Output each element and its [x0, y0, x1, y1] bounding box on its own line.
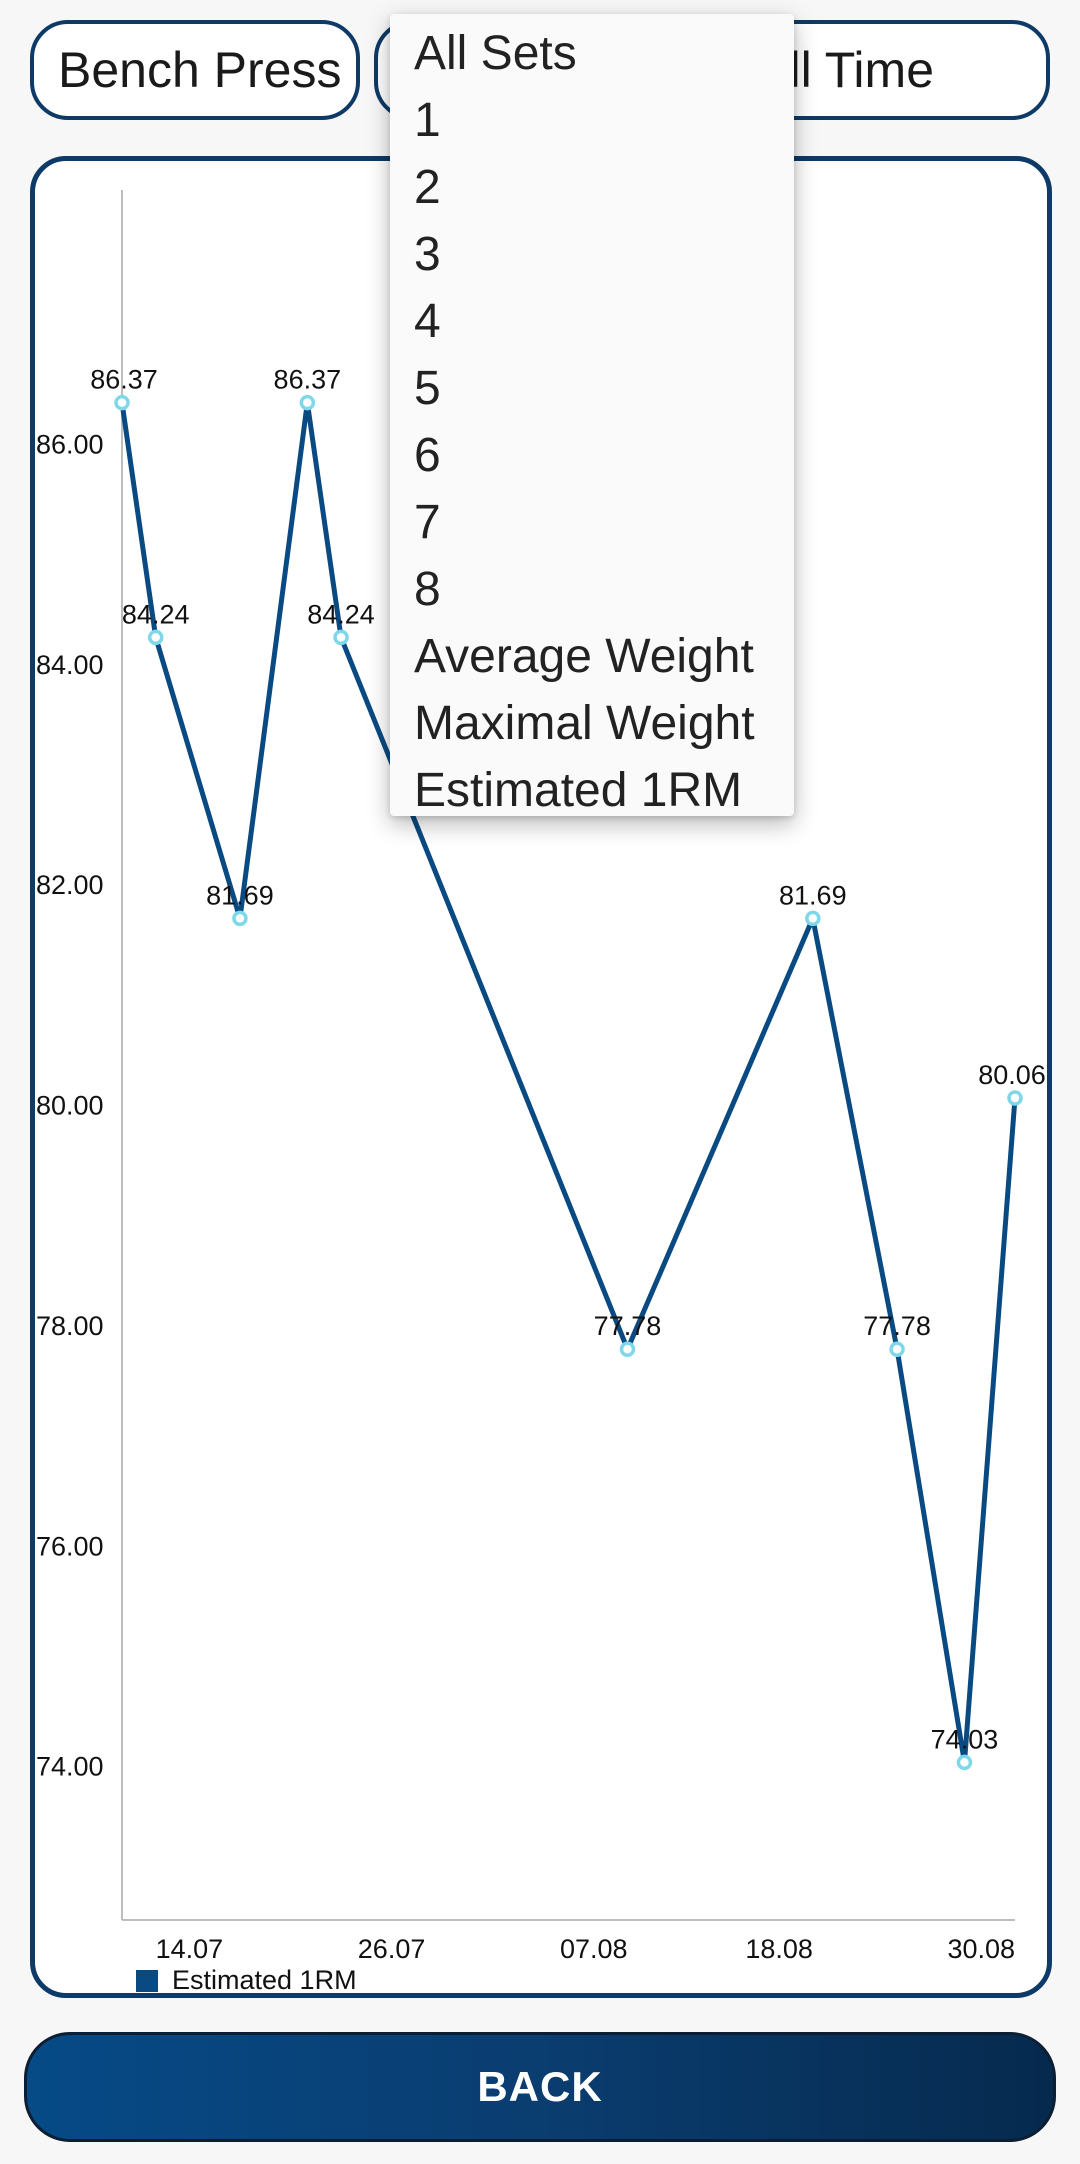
dropdown-option[interactable]: 5 — [414, 362, 441, 415]
x-axis-ticks: 14.07 26.07 07.08 18.08 30.08 — [156, 1934, 1015, 1964]
y-tick-label: 76.00 — [36, 1531, 104, 1561]
line-chart: 74.00 76.00 78.00 80.00 82.00 84.00 86.00 14.0… — [36, 190, 1046, 1964]
dropdown-option[interactable]: All Sets — [414, 27, 577, 80]
data-point — [147, 629, 164, 646]
x-tick-label: 07.08 — [560, 1934, 628, 1964]
data-label: 86.37 — [274, 365, 342, 395]
y-tick-label: 86.00 — [36, 429, 104, 459]
back-button[interactable]: BACK — [24, 2032, 1056, 2142]
series-line-estimated-1rm — [119, 400, 1018, 1765]
data-point — [956, 1754, 973, 1771]
dropdown-option[interactable]: 2 — [414, 161, 441, 214]
dropdown-option[interactable]: 3 — [414, 228, 441, 281]
data-label: 77.78 — [594, 1311, 662, 1341]
data-label: 74.03 — [931, 1724, 999, 1754]
data-labels: 86.37 84.24 81.69 86.37 84.24 77.78 81.69 77.78… — [90, 365, 1046, 1755]
y-tick-label: 84.00 — [36, 650, 104, 680]
legend-swatch — [136, 1969, 158, 1992]
dropdown-option[interactable]: Average Weight — [414, 630, 754, 683]
dropdown-option[interactable]: 6 — [414, 429, 441, 482]
data-label: 81.69 — [779, 880, 847, 910]
data-label: 84.24 — [307, 599, 375, 629]
exercise-select[interactable]: Bench Press — [30, 20, 360, 120]
dropdown-option[interactable]: 7 — [414, 496, 441, 549]
data-label: 86.37 — [90, 365, 158, 395]
data-label: 77.78 — [863, 1311, 931, 1341]
chart-legend: Estimated 1RM — [136, 1965, 357, 1996]
x-tick-label: 26.07 — [358, 1934, 426, 1964]
data-point — [299, 394, 316, 411]
back-button-label: BACK — [477, 2063, 603, 2110]
legend-label: Estimated 1RM — [172, 1965, 357, 1995]
sets-dropdown-menu: All Sets 1 2 3 4 5 6 7 8 Average Weight Maximal We… — [390, 14, 794, 817]
exercise-select-value: Bench Press — [58, 42, 342, 98]
x-tick-label: 14.07 — [156, 1934, 224, 1964]
data-point — [114, 394, 130, 411]
y-tick-label: 82.00 — [36, 870, 104, 900]
x-tick-label: 18.08 — [745, 1934, 813, 1964]
data-point — [1007, 1090, 1023, 1106]
dropdown-option[interactable]: 4 — [414, 295, 441, 348]
data-label: 80.06 — [978, 1060, 1046, 1090]
dropdown-option[interactable]: Estimated 1RM — [414, 764, 743, 817]
data-label: 81.69 — [206, 880, 274, 910]
data-point — [232, 910, 248, 927]
dropdown-option[interactable]: 1 — [414, 94, 441, 147]
y-axis-ticks: 74.00 76.00 78.00 80.00 82.00 84.00 86.00 — [36, 429, 104, 1781]
data-label: 84.24 — [122, 599, 190, 629]
data-point — [619, 1341, 636, 1357]
y-tick-label: 78.00 — [36, 1311, 104, 1341]
data-point — [333, 629, 349, 646]
data-point — [889, 1341, 905, 1357]
y-tick-label: 74.00 — [36, 1752, 104, 1782]
dropdown-option[interactable]: Maximal Weight — [414, 697, 755, 750]
dropdown-option[interactable]: 8 — [414, 563, 441, 616]
x-tick-label: 30.08 — [948, 1934, 1016, 1964]
data-point — [805, 910, 821, 927]
data-points — [114, 394, 1023, 1771]
y-tick-label: 80.00 — [36, 1091, 104, 1121]
